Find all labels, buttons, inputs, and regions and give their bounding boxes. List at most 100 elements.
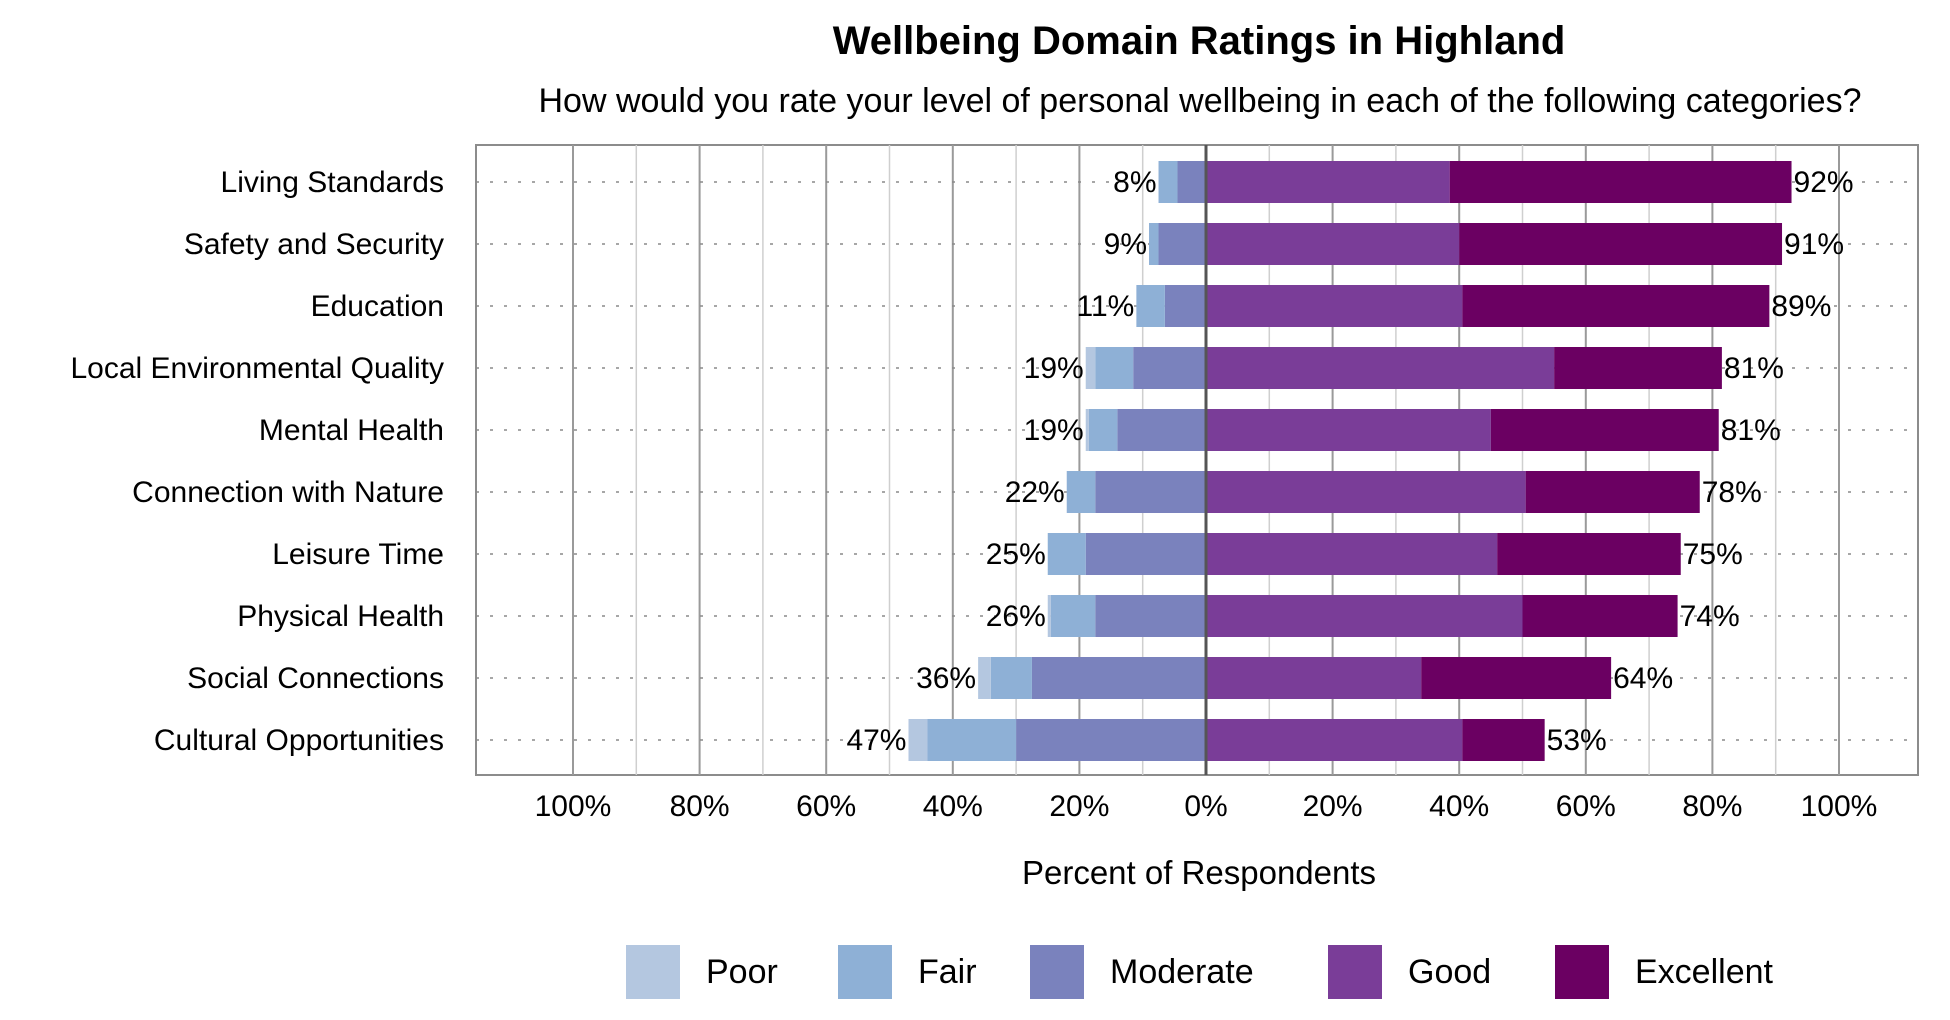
positive-total-label: 92%	[1794, 166, 1854, 199]
x-tick-label: 0%	[1184, 790, 1227, 823]
positive-total-label: 78%	[1702, 476, 1762, 509]
negative-total-label: 25%	[986, 538, 1046, 571]
x-tick-label: 60%	[1556, 790, 1616, 823]
bar-segment-good	[1206, 657, 1422, 699]
negative-total-label: 19%	[1024, 414, 1084, 447]
positive-total-label: 74%	[1680, 600, 1740, 633]
bar-segment-fair	[1149, 223, 1159, 265]
x-tick-label: 80%	[1682, 790, 1742, 823]
bar-segment-good	[1206, 285, 1463, 327]
bars-layer	[908, 145, 1792, 775]
category-label: Leisure Time	[272, 538, 444, 571]
legend-swatch-fair	[838, 945, 892, 999]
bar-segment-good	[1206, 471, 1526, 513]
bar-segment-fair	[1095, 347, 1134, 389]
category-label: Connection with Nature	[132, 476, 444, 509]
bar-segment-moderate	[1117, 409, 1206, 451]
legend-label-fair: Fair	[918, 953, 977, 991]
bar-segment-moderate	[1177, 161, 1206, 203]
bar-segment-fair	[1088, 409, 1118, 451]
negative-total-label: 11%	[1077, 290, 1135, 323]
legend-label-good: Good	[1408, 953, 1491, 991]
positive-total-label: 89%	[1771, 290, 1831, 323]
x-axis-label: Percent of Respondents	[1022, 854, 1376, 891]
bar-segment-good	[1206, 719, 1463, 761]
bar-segment-poor	[1047, 595, 1051, 637]
negative-total-label: 26%	[986, 600, 1046, 633]
bar-segment-moderate	[1158, 223, 1206, 265]
category-label: Safety and Security	[184, 228, 444, 261]
bar-segment-excellent	[1459, 223, 1783, 265]
legend-swatch-poor	[626, 945, 680, 999]
bar-segment-excellent	[1522, 595, 1678, 637]
legend-label-poor: Poor	[706, 953, 778, 991]
negative-total-label: 36%	[916, 662, 976, 695]
legend-label-moderate: Moderate	[1110, 953, 1254, 991]
negative-total-label: 47%	[846, 724, 906, 757]
bar-segment-excellent	[1421, 657, 1612, 699]
positive-total-label: 64%	[1613, 662, 1673, 695]
bar-segment-poor	[978, 657, 991, 699]
positive-total-label: 53%	[1547, 724, 1607, 757]
bar-segment-fair	[1050, 595, 1096, 637]
bar-segment-good	[1206, 533, 1498, 575]
bar-segment-fair	[1047, 533, 1086, 575]
positive-total-label: 75%	[1683, 538, 1743, 571]
bar-segment-poor	[1085, 409, 1089, 451]
bar-segment-moderate	[1016, 719, 1206, 761]
negative-total-label: 8%	[1113, 166, 1156, 199]
labels-layer: Living Standards Safety and Security Educa…	[70, 166, 1853, 757]
bar-segment-moderate	[1133, 347, 1206, 389]
category-label: Living Standards	[221, 166, 444, 199]
bar-segment-excellent	[1449, 161, 1792, 203]
category-label: Education	[311, 290, 444, 323]
x-tick-label: 20%	[1049, 790, 1109, 823]
x-tick-label: 40%	[1429, 790, 1489, 823]
bar-segment-fair	[1158, 161, 1178, 203]
positive-total-label: 81%	[1721, 414, 1781, 447]
bar-segment-moderate	[1164, 285, 1206, 327]
x-tick-label: 100%	[535, 790, 612, 823]
category-label: Mental Health	[259, 414, 444, 447]
bar-segment-fair	[990, 657, 1032, 699]
legend-label-excellent: Excellent	[1635, 953, 1774, 991]
category-label: Physical Health	[237, 600, 444, 633]
legend-swatch-moderate	[1030, 945, 1084, 999]
chart-subtitle: How would you rate your level of persona…	[539, 82, 1862, 120]
chart-title: Wellbeing Domain Ratings in Highland	[833, 19, 1566, 63]
negative-total-label: 9%	[1104, 228, 1147, 261]
negative-total-label: 19%	[1024, 352, 1084, 385]
x-tick-label: 60%	[796, 790, 856, 823]
bar-segment-excellent	[1462, 719, 1545, 761]
positive-total-label: 91%	[1784, 228, 1844, 261]
legend-swatch-good	[1328, 945, 1382, 999]
bar-segment-fair	[1136, 285, 1165, 327]
bar-segment-excellent	[1490, 409, 1719, 451]
x-tick-label: 20%	[1303, 790, 1363, 823]
bar-segment-excellent	[1554, 347, 1722, 389]
bar-segment-moderate	[1031, 657, 1206, 699]
bar-segment-good	[1206, 223, 1460, 265]
x-tick-label: 80%	[670, 790, 730, 823]
x-tick-label: 40%	[923, 790, 983, 823]
category-label: Local Environmental Quality	[70, 352, 444, 385]
bar-segment-moderate	[1085, 533, 1206, 575]
bar-segment-good	[1206, 347, 1555, 389]
category-label: Social Connections	[187, 662, 444, 695]
bar-segment-poor	[908, 719, 928, 761]
bar-segment-fair	[1066, 471, 1096, 513]
bar-segment-excellent	[1525, 471, 1700, 513]
bar-segment-moderate	[1095, 595, 1206, 637]
bar-segment-good	[1206, 161, 1450, 203]
x-tick-labels: 100% 80% 60% 40% 20% 0% 20% 40% 60% 80% 100%	[535, 790, 1878, 823]
bar-segment-excellent	[1462, 285, 1770, 327]
legend: Poor Fair Moderate Good Excellent	[626, 945, 1774, 999]
legend-swatch-excellent	[1555, 945, 1609, 999]
bar-segment-moderate	[1095, 471, 1206, 513]
x-tick-label: 100%	[1801, 790, 1878, 823]
bar-segment-good	[1206, 595, 1523, 637]
category-label: Cultural Opportunities	[154, 724, 444, 757]
bar-segment-excellent	[1497, 533, 1681, 575]
